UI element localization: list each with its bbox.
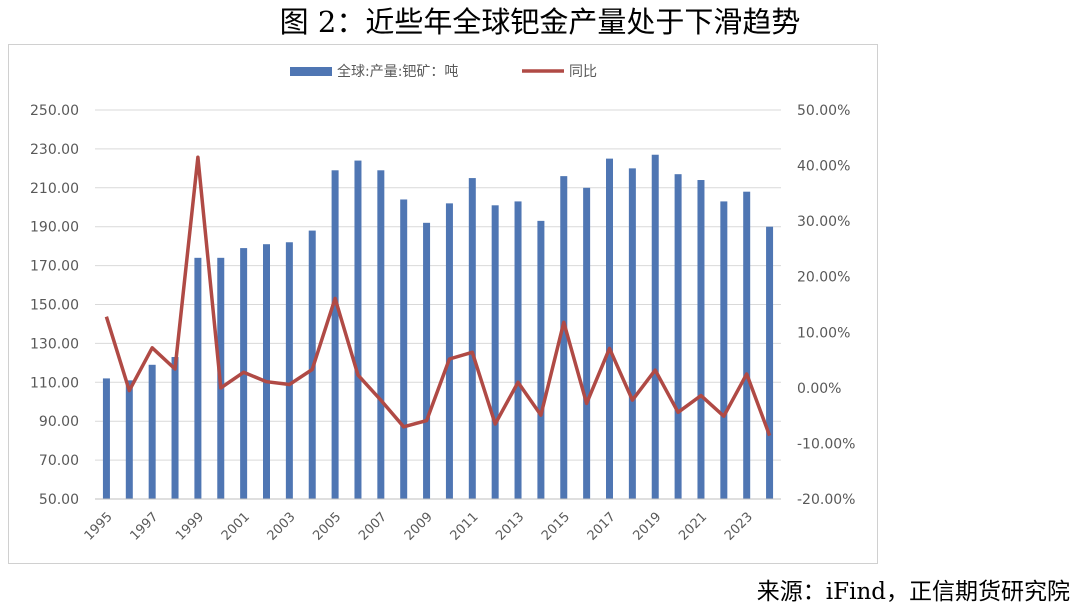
bar bbox=[720, 201, 728, 500]
x-tick-label: 2009 bbox=[402, 510, 436, 544]
y-left-tick-label: 150.00 bbox=[30, 298, 79, 314]
y-right-tick-label: -10.00% bbox=[797, 436, 855, 452]
bar bbox=[148, 364, 156, 499]
y-left-tick-label: 170.00 bbox=[30, 259, 79, 275]
bar bbox=[400, 199, 408, 499]
bar bbox=[331, 170, 339, 500]
y-right-tick-label: 50.00% bbox=[797, 103, 850, 119]
bar bbox=[377, 170, 385, 500]
bar bbox=[537, 220, 545, 500]
x-tick-label: 2021 bbox=[676, 510, 710, 544]
bar bbox=[491, 205, 499, 499]
y-left-tick-label: 210.00 bbox=[30, 181, 79, 197]
x-tick-label: 2003 bbox=[265, 510, 299, 544]
y-axis-left: 50.00 70.00 90.00 110.00 130.00 150.00 170.00 1… bbox=[30, 103, 79, 508]
bar bbox=[263, 244, 270, 499]
legend: 全球:产量:钯矿：吨 同比 bbox=[290, 63, 597, 80]
y-left-tick-label: 90.00 bbox=[39, 414, 79, 430]
source-note: 来源：iFind，正信期货研究院 bbox=[756, 579, 1070, 605]
line-series bbox=[104, 155, 772, 437]
chart-svg: 全球:产量:钯矿：吨 同比 50.00 70.00 90.00 110.00 130.0… bbox=[30, 63, 855, 544]
bar bbox=[354, 160, 362, 499]
y-left-tick-label: 50.00 bbox=[39, 492, 79, 508]
bar bbox=[423, 222, 431, 499]
x-tick-label: 1995 bbox=[82, 510, 116, 544]
y-axis-right: -20.00% -10.00% 0.00% 10.00% 20.00% 30.00% 40.… bbox=[797, 103, 855, 508]
y-right-tick-label: -20.00% bbox=[797, 492, 855, 508]
x-tick-label: 2023 bbox=[722, 510, 756, 544]
bar bbox=[674, 174, 682, 499]
bar bbox=[583, 187, 591, 500]
bar bbox=[606, 158, 613, 499]
x-tick-label: 1999 bbox=[173, 510, 207, 544]
bar bbox=[651, 154, 659, 500]
y-right-tick-label: 0.00% bbox=[797, 381, 841, 397]
legend-line-label: 同比 bbox=[569, 64, 597, 80]
x-tick-label: 2007 bbox=[356, 510, 390, 544]
x-tick-label: 2019 bbox=[630, 510, 664, 544]
x-tick-label: 1997 bbox=[127, 510, 161, 544]
x-tick-label: 2017 bbox=[585, 510, 619, 544]
bar bbox=[697, 180, 705, 499]
bar bbox=[628, 168, 636, 499]
x-tick-label: 2015 bbox=[539, 510, 573, 544]
y-left-tick-label: 70.00 bbox=[39, 453, 79, 469]
bar bbox=[171, 357, 179, 499]
bar bbox=[102, 378, 110, 499]
x-tick-label: 2011 bbox=[448, 510, 482, 544]
bar bbox=[194, 257, 202, 499]
bar bbox=[285, 242, 293, 499]
legend-bar-label: 全球:产量:钯矿：吨 bbox=[337, 63, 458, 80]
bar bbox=[514, 201, 522, 500]
y-left-tick-label: 110.00 bbox=[30, 375, 79, 391]
bar bbox=[743, 191, 751, 499]
y-left-tick-label: 230.00 bbox=[30, 142, 79, 158]
bar bbox=[445, 203, 453, 500]
y-right-tick-label: 10.00% bbox=[797, 325, 850, 341]
y-right-tick-label: 40.00% bbox=[797, 159, 850, 175]
x-tick-label: 2013 bbox=[493, 510, 527, 544]
bar bbox=[766, 226, 774, 499]
legend-bar-swatch bbox=[290, 67, 332, 76]
x-axis: 1995 1997 1999 2001 2003 2005 2007 2009 2011 2013… bbox=[82, 498, 781, 544]
chart-frame: 全球:产量:钯矿：吨 同比 50.00 70.00 90.00 110.00 130.0… bbox=[8, 44, 878, 564]
figure-title: 图 2：近些年全球钯金产量处于下滑趋势 bbox=[279, 5, 801, 39]
y-right-tick-label: 20.00% bbox=[797, 270, 850, 286]
bar bbox=[125, 380, 133, 499]
x-tick-label: 2001 bbox=[219, 510, 253, 544]
y-left-tick-label: 190.00 bbox=[30, 220, 79, 236]
y-left-tick-label: 250.00 bbox=[30, 103, 79, 119]
bar bbox=[468, 178, 476, 499]
bar bbox=[560, 176, 568, 499]
yoy-line bbox=[104, 155, 772, 437]
x-tick-label: 2005 bbox=[310, 510, 344, 544]
y-left-tick-label: 130.00 bbox=[30, 336, 79, 352]
y-right-tick-label: 30.00% bbox=[797, 214, 850, 230]
